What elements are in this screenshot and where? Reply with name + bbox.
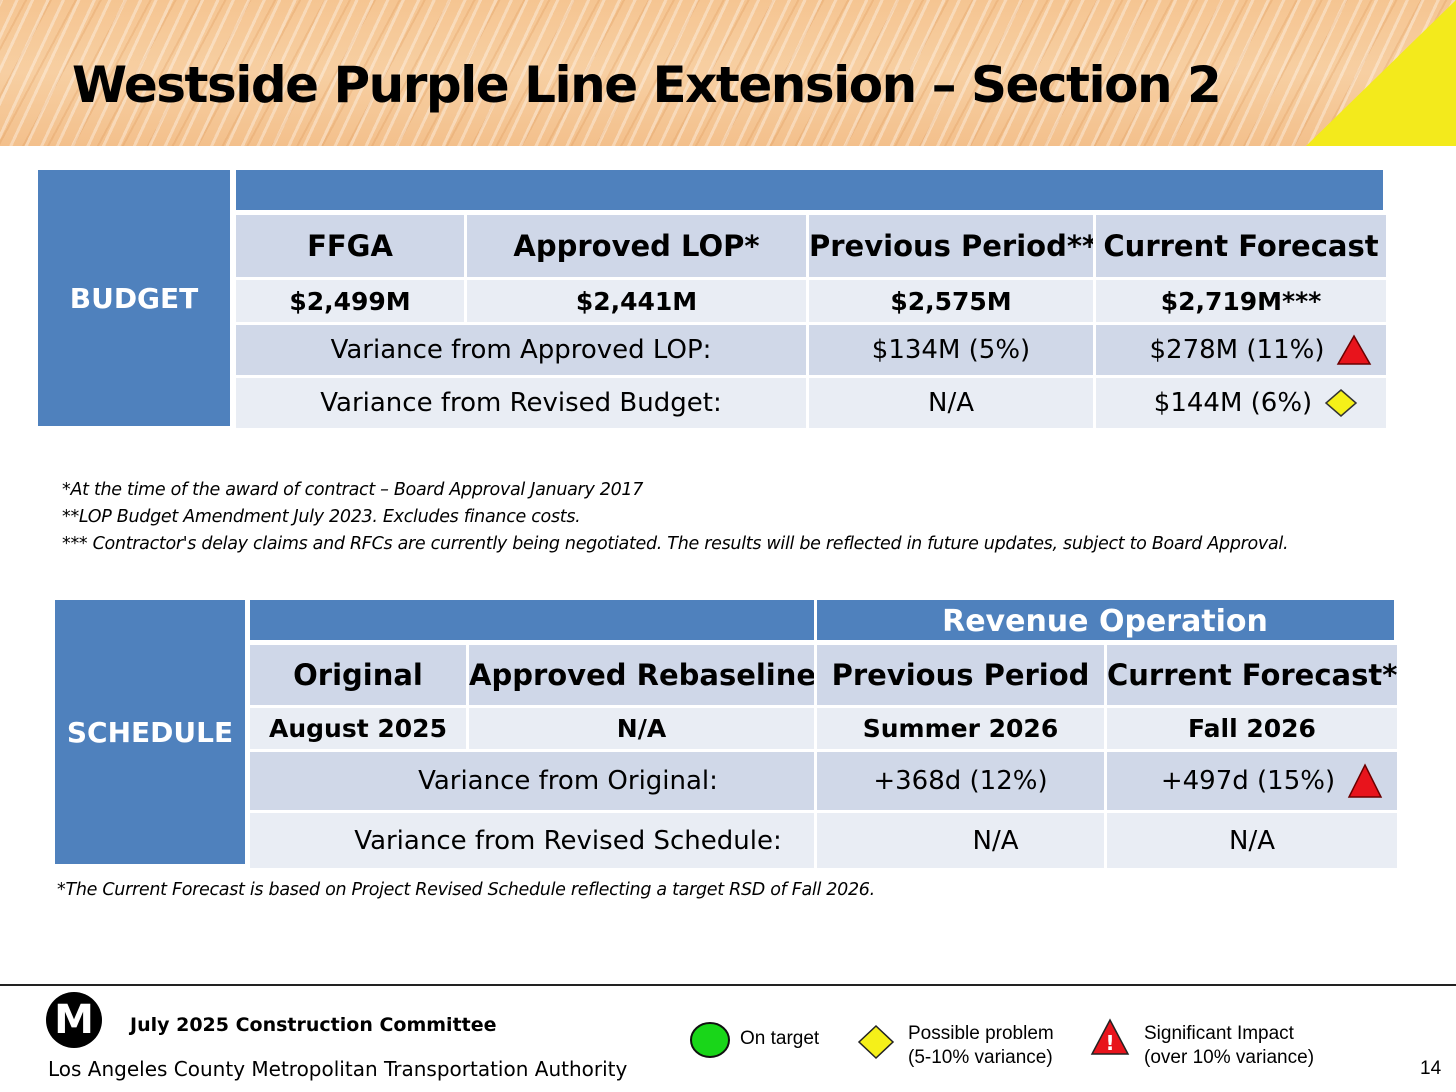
budget-label: BUDGET [38, 170, 230, 426]
schedule-label: SCHEDULE [55, 600, 245, 864]
schedule-variance-revised-previous: N/A [814, 810, 1107, 871]
red-triangle-icon [1347, 763, 1383, 798]
legend-significant-line2: (over 10% variance) [1144, 1047, 1315, 1068]
schedule-header-band [250, 600, 1394, 640]
budget-header-band [236, 170, 1383, 210]
metro-logo: M [46, 992, 102, 1048]
page-title: Westside Purple Line Extension – Section… [72, 56, 1222, 114]
budget-note-2: **LOP Budget Amendment July 2023. Exclud… [62, 507, 581, 527]
budget-variance-revised-previous: N/A [806, 375, 1096, 431]
legend-possible-problem: Possible problem (5-10% variance) [908, 1022, 1054, 1070]
legend-possible-problem-line2: (5-10% variance) [908, 1047, 1053, 1068]
budget-note-1: *At the time of the award of contract – … [62, 480, 644, 500]
svg-text:!: ! [1105, 1031, 1114, 1055]
budget-header-current-forecast: Current Forecast [1093, 212, 1389, 280]
schedule-header-previous-period: Previous Period [814, 642, 1107, 708]
legend-on-target: On target [740, 1028, 820, 1049]
schedule-value-approved-rebaseline: N/A [466, 705, 817, 752]
legend-possible-problem-line1: Possible problem [908, 1023, 1054, 1044]
budget-notes: *At the time of the award of contract – … [62, 477, 1289, 558]
page-number: 14 [1420, 1058, 1442, 1079]
footer-divider [0, 984, 1456, 986]
schedule-header-original: Original [247, 642, 469, 708]
budget-variance-revised-current: $144M (6%) [1093, 375, 1389, 431]
budget-value-ffga: $2,499M [233, 277, 467, 325]
revenue-divider [814, 600, 817, 640]
budget-variance-revised-label: Variance from Revised Budget: [233, 375, 809, 431]
schedule-variance-original-label: Variance from Original: [247, 749, 817, 813]
budget-header-previous-period: Previous Period** [806, 212, 1096, 280]
schedule-variance-original-current: +497d (15%) [1104, 749, 1400, 813]
schedule-header-approved-rebaseline: Approved Rebaseline [466, 642, 817, 708]
budget-value-previous-period: $2,575M [806, 277, 1096, 325]
committee-label: July 2025 Construction Committee [130, 1014, 497, 1036]
banner-corner-accent [1306, 0, 1456, 146]
green-circle-icon [690, 1022, 730, 1058]
budget-note-3: *** Contractor's delay claims and RFCs a… [62, 534, 1289, 554]
schedule-value-current-forecast: Fall 2026 [1104, 705, 1400, 752]
red-triangle-warning-icon: ! [1090, 1018, 1130, 1055]
budget-value-current-forecast: $2,719M*** [1093, 277, 1389, 325]
schedule-value-original: August 2025 [247, 705, 469, 752]
budget-variance-approved-label: Variance from Approved LOP: [233, 322, 809, 378]
budget-variance-approved-current: $278M (11%) [1093, 322, 1389, 378]
budget-value-approved-lop: $2,441M [464, 277, 809, 325]
budget-header-ffga: FFGA [233, 212, 467, 280]
schedule-variance-revised-label: Variance from Revised Schedule: [247, 810, 817, 871]
legend-significant-line1: Significant Impact [1144, 1023, 1294, 1044]
budget-variance-approved-previous: $134M (5%) [806, 322, 1096, 378]
budget-header-approved-lop: Approved LOP* [464, 212, 809, 280]
revenue-operation-header: Revenue Operation [942, 604, 1268, 639]
yellow-diamond-icon [857, 1024, 895, 1060]
schedule-value-previous-period: Summer 2026 [814, 705, 1107, 752]
yellow-diamond-icon [1325, 389, 1358, 417]
schedule-note: *The Current Forecast is based on Projec… [57, 880, 875, 900]
red-triangle-icon [1337, 334, 1372, 365]
title-banner [0, 0, 1456, 146]
schedule-table: Original Approved Rebaseline Previous Pe… [247, 642, 1400, 871]
budget-table: FFGA Approved LOP* Previous Period** Cur… [233, 212, 1389, 431]
schedule-header-current-forecast: Current Forecast* [1104, 642, 1400, 708]
agency-name: Los Angeles County Metropolitan Transpor… [48, 1057, 628, 1081]
schedule-variance-original-previous: +368d (12%) [814, 749, 1107, 813]
legend-significant-impact: Significant Impact (over 10% variance) [1144, 1022, 1314, 1070]
schedule-variance-revised-current: N/A [1104, 810, 1400, 871]
